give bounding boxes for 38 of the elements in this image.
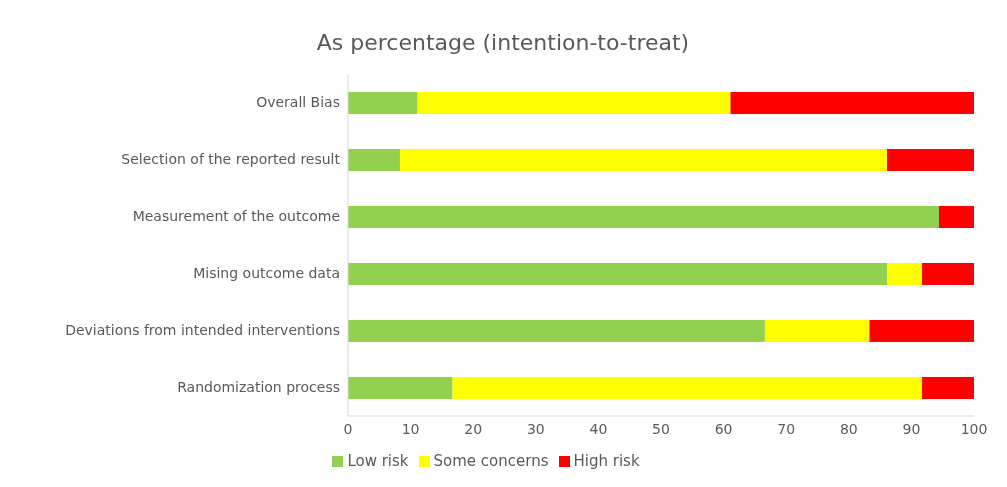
x-tick-label: 70 <box>777 420 796 437</box>
y-tick-label: Overall Bias <box>256 94 340 111</box>
bar <box>869 320 974 342</box>
bar <box>348 263 887 285</box>
x-tick-label: 50 <box>652 420 670 437</box>
bar <box>348 320 765 342</box>
x-tick-label: 90 <box>902 420 921 437</box>
y-tick-label: Mising outcome data <box>193 265 340 282</box>
bar <box>886 149 974 171</box>
x-tick-label: 30 <box>526 420 545 437</box>
bar <box>348 92 418 114</box>
y-tick-label: Measurement of the outcome <box>132 208 340 225</box>
y-tick-label: Selection of the reported result <box>121 151 341 168</box>
chart-title: As percentage (intention-to-treat) <box>315 29 691 57</box>
bar <box>764 320 870 342</box>
x-tick-label: 10 <box>401 420 420 437</box>
bar <box>348 149 400 171</box>
y-tick-label: Deviations from intended interventions <box>65 322 340 339</box>
legend-label: Low risk <box>347 452 409 470</box>
legend-label: Some concerns <box>433 452 549 470</box>
x-tick-label: 0 <box>343 420 353 437</box>
x-tick-label: 40 <box>589 420 608 437</box>
legend-label: High risk <box>573 452 640 470</box>
bar <box>922 377 974 399</box>
x-tick-label: 80 <box>839 420 858 437</box>
bar <box>417 92 731 114</box>
bar <box>348 206 939 228</box>
x-tick-label: 60 <box>714 420 733 437</box>
bar <box>452 377 923 399</box>
bar <box>730 92 974 114</box>
bar <box>886 263 923 285</box>
x-tick-label: 100 <box>960 420 988 437</box>
bar <box>399 149 887 171</box>
bar <box>348 377 453 399</box>
bar <box>922 263 974 285</box>
bar <box>938 206 974 228</box>
y-tick-label: Randomization process <box>177 379 340 396</box>
x-tick-label: 20 <box>464 420 483 437</box>
